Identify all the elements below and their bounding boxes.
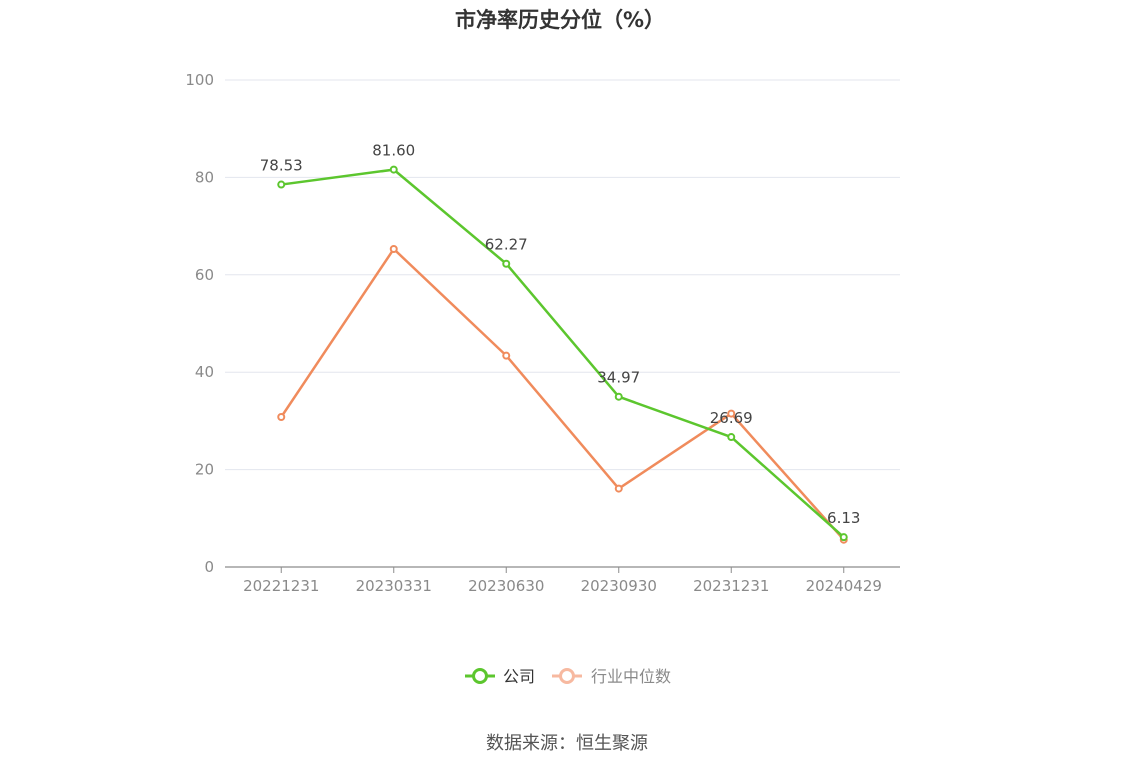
data-point[interactable] [389, 165, 398, 174]
data-point[interactable] [389, 244, 398, 253]
y-tick-label: 40 [195, 363, 214, 381]
legend[interactable]: 公司 行业中位数 [465, 667, 671, 686]
legend-item-0[interactable]: 公司 [465, 667, 535, 686]
y-tick-label: 0 [204, 558, 214, 576]
data-labels: 78.53 81.60 62.27 34.97 26.69 6.13 [260, 142, 861, 528]
data-point[interactable] [277, 180, 286, 189]
series-lines [277, 165, 848, 544]
data-point[interactable] [502, 259, 511, 268]
y-tick-label: 60 [195, 266, 214, 284]
data-point[interactable] [727, 433, 736, 442]
data-point[interactable] [614, 484, 623, 493]
x-tick-label: 20230630 [468, 577, 544, 595]
x-tick-label: 20230331 [356, 577, 432, 595]
axes: 0 20 40 60 80 100 20221231 20230331 20230630 2023… [185, 71, 900, 595]
y-tick-label: 20 [195, 461, 214, 479]
data-point[interactable] [727, 409, 736, 418]
data-label: 26.69 [710, 409, 753, 427]
legend-item-1[interactable]: 行业中位数 [552, 667, 671, 686]
legend-swatch-marker [472, 668, 488, 684]
data-label: 62.27 [485, 236, 528, 254]
legend-label: 公司 [503, 667, 535, 686]
x-tick-label: 20230930 [581, 577, 657, 595]
y-tick-label: 80 [195, 168, 214, 186]
series-line-1 [280, 247, 845, 541]
data-point[interactable] [839, 533, 848, 542]
legend-label: 行业中位数 [591, 667, 671, 686]
chart-title: 市净率历史分位（%） [454, 8, 666, 32]
x-tick-label: 20240429 [806, 577, 882, 595]
data-point[interactable] [277, 413, 286, 422]
y-tick-label: 100 [185, 71, 214, 89]
data-label: 34.97 [597, 369, 640, 387]
source-note: 数据来源：恒生聚源 [486, 733, 648, 754]
grid-lines [225, 79, 900, 471]
data-point[interactable] [614, 392, 623, 401]
legend-swatch-marker [559, 668, 575, 684]
data-label: 78.53 [260, 157, 303, 175]
data-point[interactable] [502, 351, 511, 360]
x-tick-label: 20221231 [243, 577, 319, 595]
data-label: 81.60 [372, 142, 415, 160]
series-line-0 [281, 168, 845, 539]
data-label: 6.13 [827, 509, 860, 527]
x-tick-label: 20231231 [693, 577, 769, 595]
